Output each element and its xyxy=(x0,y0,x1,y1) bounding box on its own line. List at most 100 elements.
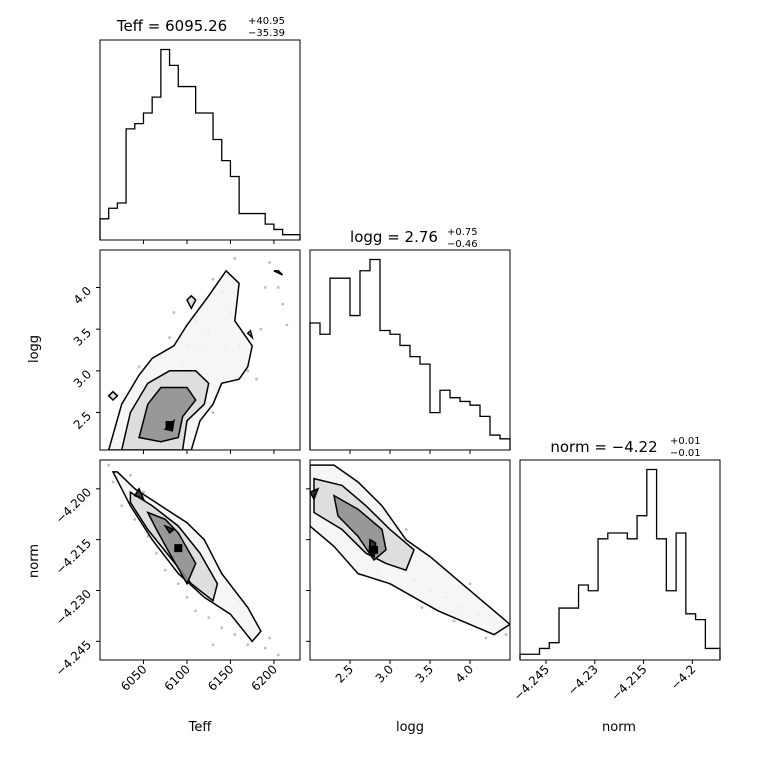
sample-point xyxy=(484,636,488,640)
panel-logg-vs-teff: 2.5 3.0 3.5 4.0 xyxy=(71,249,301,454)
sample-point xyxy=(194,609,198,613)
logg-title-minus: −0.46 xyxy=(447,239,478,250)
density-peak-marker xyxy=(174,544,183,553)
sample-point xyxy=(404,528,408,531)
panel-logg xyxy=(309,249,511,454)
y-tick-label: 3.5 xyxy=(71,325,94,348)
sample-point xyxy=(263,286,267,289)
norm-title-minus: −0.01 xyxy=(670,448,701,459)
panel-norm: −4.245 −4.23 −4.215 −4.2 xyxy=(511,459,721,704)
sample-point xyxy=(172,311,176,314)
sample-point xyxy=(281,302,285,306)
density-contour xyxy=(146,511,197,586)
x-tick-label: 6200 xyxy=(249,662,280,693)
density-peak-marker xyxy=(165,421,174,429)
sample-point xyxy=(120,504,124,508)
sample-point xyxy=(233,256,237,260)
x-label-norm: norm xyxy=(602,720,636,735)
sample-point xyxy=(420,606,424,609)
logg-title-plus: +0.75 xyxy=(447,227,478,238)
sample-point xyxy=(211,411,215,414)
sample-point xyxy=(263,646,267,650)
y-tick-label: 2.5 xyxy=(71,409,94,432)
density-peak-marker xyxy=(370,545,378,554)
sample-point xyxy=(276,286,280,289)
teff-title-plus: +40.95 xyxy=(248,16,285,27)
panel-norm-vs-logg: 2.5 3.0 3.5 4.0 xyxy=(306,459,511,686)
sample-point xyxy=(185,595,189,599)
sample-point xyxy=(137,365,141,369)
panel-frame xyxy=(99,459,301,661)
panel-norm-vs-teff: 6050 6100 6150 6200 −4.245 −4.230 −4.215 −4.200 xyxy=(53,459,301,694)
x-tick-label: 3.5 xyxy=(413,662,436,685)
density-contour xyxy=(310,487,320,501)
sample-point xyxy=(133,517,137,521)
plot-area xyxy=(107,256,289,450)
outlier-contour xyxy=(107,390,119,402)
panel-frame xyxy=(519,459,721,661)
outlier-contour xyxy=(186,294,197,310)
x-tick-label: 4.0 xyxy=(453,662,476,685)
x-tick-label: −4.215 xyxy=(608,662,649,703)
sample-point xyxy=(111,480,115,484)
y-tick-label: −4.230 xyxy=(53,587,94,628)
sample-point xyxy=(129,473,132,477)
sample-point xyxy=(255,377,258,381)
teff-title: Teff = 6095.26 xyxy=(116,17,227,35)
sample-point xyxy=(504,633,508,636)
sample-point xyxy=(220,626,224,630)
panel-teff xyxy=(99,39,301,244)
panel-frame xyxy=(99,39,301,241)
y-label-logg: logg xyxy=(27,335,42,363)
plot-area xyxy=(107,463,280,657)
panel-frame xyxy=(309,249,511,451)
y-tick-label: −4.200 xyxy=(53,485,94,526)
sample-point xyxy=(246,369,250,373)
y-tick-label: −4.215 xyxy=(53,536,94,577)
sample-point xyxy=(211,277,215,281)
sample-point xyxy=(146,534,150,538)
y-tick-label: 3.0 xyxy=(71,367,94,390)
norm-title-plus: +0.01 xyxy=(670,436,701,447)
teff-title-minus: −35.39 xyxy=(248,28,285,39)
sample-point xyxy=(452,619,456,623)
x-tick-label: 6050 xyxy=(118,662,149,693)
density-contour xyxy=(133,487,145,501)
sample-point xyxy=(268,261,271,264)
sample-point xyxy=(163,568,167,572)
x-tick-label: 6150 xyxy=(205,662,236,693)
x-label-logg: logg xyxy=(396,720,424,735)
sample-point xyxy=(259,327,263,331)
histogram-step-line xyxy=(99,48,301,240)
x-tick-label: 2.5 xyxy=(333,662,356,685)
sample-point xyxy=(246,643,250,647)
sample-point xyxy=(233,633,237,636)
y-tick-label: 4.0 xyxy=(71,284,94,307)
logg-title: logg = 2.76 xyxy=(350,228,438,246)
x-tick-label: 3.0 xyxy=(373,662,396,685)
sample-point xyxy=(207,616,211,620)
y-tick-label: −4.245 xyxy=(53,638,94,679)
panel-frame xyxy=(99,249,301,451)
density-contour xyxy=(163,524,176,534)
x-tick-label: −4.23 xyxy=(565,662,601,698)
sample-point xyxy=(142,490,145,494)
sample-point xyxy=(107,463,111,467)
x-tick-label: −4.245 xyxy=(511,662,552,703)
x-tick-label: 6100 xyxy=(162,662,193,693)
outlier-contour xyxy=(273,270,284,276)
sample-point xyxy=(268,636,271,640)
panel-frame xyxy=(309,459,511,661)
histogram-step-line xyxy=(309,258,511,450)
sample-point xyxy=(468,582,472,586)
plot-area xyxy=(310,464,510,640)
sample-point xyxy=(285,323,289,327)
outlier-contour xyxy=(246,329,254,340)
x-tick-label: −4.2 xyxy=(668,662,699,693)
sample-point xyxy=(211,643,215,647)
histogram-step-line xyxy=(519,468,721,660)
sample-point xyxy=(155,551,158,555)
norm-title: norm = −4.22 xyxy=(550,438,657,456)
sample-point xyxy=(276,653,280,657)
